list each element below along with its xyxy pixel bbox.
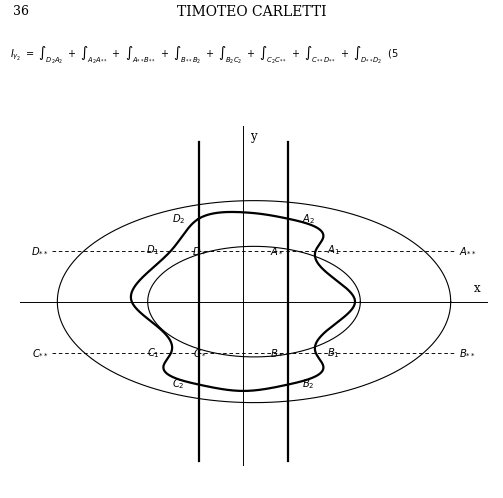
Text: $A_1$: $A_1$ (327, 244, 341, 257)
Text: y: y (250, 130, 257, 143)
Text: 36: 36 (13, 5, 29, 18)
Text: $A_2$: $A_2$ (302, 212, 315, 226)
Text: $D_{**}$: $D_{**}$ (31, 246, 49, 256)
Text: $C_*$: $C_*$ (193, 348, 206, 358)
Text: x: x (474, 282, 480, 295)
Text: $B_{**}$: $B_{**}$ (459, 348, 476, 358)
Text: $B_*$: $B_*$ (270, 348, 283, 358)
Text: $D_*$: $D_*$ (192, 246, 206, 256)
Text: $B_2$: $B_2$ (302, 377, 314, 391)
Text: $B_1$: $B_1$ (327, 346, 340, 360)
Text: $A_{**}$: $A_{**}$ (459, 246, 477, 256)
Text: $D_1$: $D_1$ (146, 244, 159, 257)
Text: $C_{**}$: $C_{**}$ (32, 348, 49, 358)
Text: $I_{\gamma_2}\ =\ \int_{D_2 A_2}\ +\ \int_{A_2 A_{**}}\ +\ \int_{A_{**} B_{**}}\: $I_{\gamma_2}\ =\ \int_{D_2 A_2}\ +\ \in… (10, 44, 399, 66)
Text: $D_2$: $D_2$ (172, 212, 185, 226)
Text: TIMOTEO CARLETTI: TIMOTEO CARLETTI (177, 5, 326, 19)
Text: $C_2$: $C_2$ (172, 377, 185, 391)
Text: $A_*$: $A_*$ (270, 246, 284, 256)
Text: $C_1$: $C_1$ (146, 346, 159, 360)
